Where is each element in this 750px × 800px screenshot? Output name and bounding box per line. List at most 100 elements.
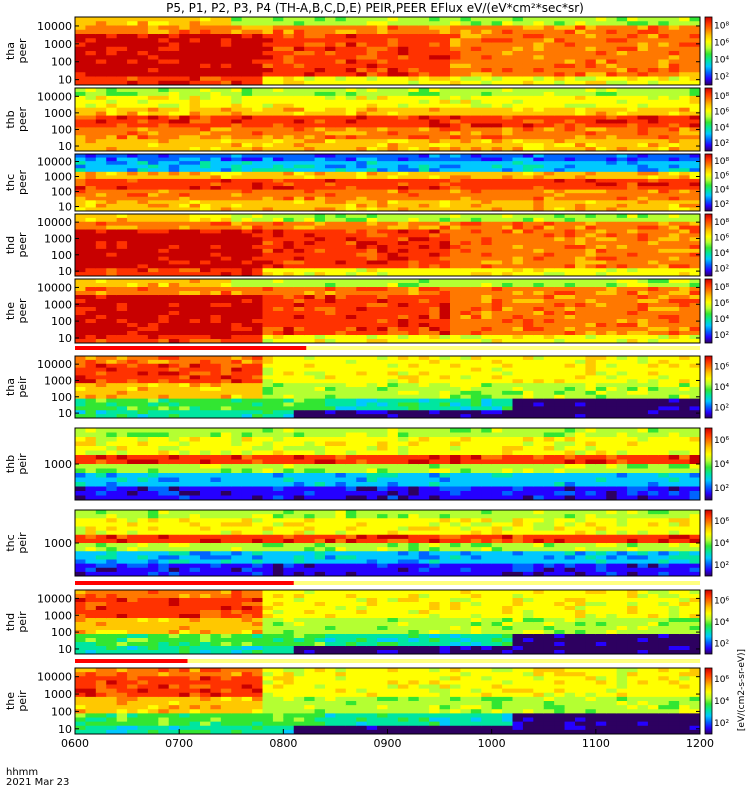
spectrogram-cell [314, 221, 326, 227]
spectrogram-cell [397, 80, 409, 85]
spectrogram-cell [325, 135, 337, 140]
spectrogram-cell [95, 335, 107, 340]
spectrogram-cell [366, 80, 378, 85]
spectrogram-cell [502, 99, 514, 105]
spectrogram-cell [85, 207, 97, 211]
spectrogram-cell [366, 164, 378, 169]
spectrogram-cell [231, 139, 243, 144]
spectrogram-cell [158, 131, 170, 136]
spectrogram-cell [106, 135, 118, 140]
spectrogram-cell [377, 139, 389, 144]
spectrogram-cell [502, 168, 514, 173]
spectrogram-cell [616, 331, 628, 336]
spectrogram-cell [387, 189, 399, 194]
spectrogram-cell [189, 279, 201, 284]
spectrogram-cell [408, 127, 420, 132]
spectrogram-cell [304, 25, 316, 31]
spectrogram-cell [606, 207, 618, 211]
spectrogram-cell [262, 147, 274, 151]
spectrogram-cell [689, 115, 700, 121]
spectrogram-cell [616, 233, 628, 238]
spectrogram-cell [283, 46, 295, 52]
spectrogram-cell [543, 147, 555, 151]
spectrogram-cell [179, 207, 191, 211]
spectrogram-cell [439, 25, 451, 31]
spectrogram-cell [75, 91, 87, 97]
spectrogram-cell [179, 72, 191, 78]
spectrogram-cell [116, 127, 128, 132]
spectrogram-cell [272, 139, 284, 144]
spectrogram-cell [252, 171, 264, 176]
spectrogram-cell [304, 260, 316, 265]
spectrogram-cell [668, 68, 680, 73]
spectrogram-cell [304, 214, 316, 219]
spectrogram-cell [533, 323, 545, 328]
panel-label: thc [4, 174, 17, 191]
spectrogram-cell [189, 34, 201, 39]
spectrogram-cell [387, 311, 399, 316]
spectrogram-cell [637, 34, 649, 39]
spectrogram-cell [262, 99, 274, 105]
spectrogram-cell [356, 76, 368, 82]
spectrogram-cell [606, 161, 618, 166]
spectrogram-cell [116, 311, 128, 316]
spectrogram-cell [179, 46, 191, 52]
spectrogram-cell [595, 279, 607, 284]
spectrogram-cell [543, 143, 555, 148]
spectrogram-cell [627, 252, 639, 258]
spectrogram-cell [679, 323, 691, 328]
spectrogram-cell [106, 394, 118, 400]
spectrogram-cell [543, 256, 555, 262]
spectrogram-cell [179, 214, 191, 219]
spectrogram-cell [366, 214, 378, 219]
spectrogram-cell [564, 63, 576, 69]
spectrogram-cell [189, 168, 201, 173]
spectrogram-cell [564, 119, 576, 125]
spectrogram-cell [397, 68, 409, 73]
spectrogram-cell [293, 182, 305, 187]
spectrogram-cell [262, 175, 274, 180]
spectrogram-cell [481, 72, 493, 78]
spectrogram-cell [335, 189, 347, 194]
spectrogram-cell [595, 256, 607, 262]
spectrogram-cell [418, 264, 430, 269]
spectrogram-cell [595, 307, 607, 312]
spectrogram-cell [210, 319, 222, 324]
spectrogram-cell [470, 72, 482, 78]
spectrogram-cell [179, 291, 191, 296]
spectrogram-cell [116, 171, 128, 176]
spectrogram-cell [356, 221, 368, 227]
spectrogram-cell [397, 25, 409, 31]
spectrogram-cell [481, 55, 493, 61]
spectrogram-cell [168, 233, 180, 238]
spectrogram-cell [106, 111, 118, 117]
spectrogram-cell [210, 295, 222, 300]
spectrogram-cell [491, 139, 503, 144]
spectrogram-cell [356, 241, 368, 246]
spectrogram-cell [262, 131, 274, 136]
spectrogram-cell [231, 91, 243, 97]
spectrogram-cell [147, 91, 159, 97]
spectrogram-cell [408, 42, 420, 48]
spectrogram-cell [168, 315, 180, 320]
spectrogram-cell [397, 299, 409, 304]
spectrogram-cell [377, 164, 389, 169]
spectrogram-cell [210, 241, 222, 246]
spectrogram-cell [543, 315, 555, 320]
spectrogram-cell [658, 315, 670, 320]
spectrogram-cell [606, 115, 618, 121]
spectrogram-cell [470, 55, 482, 61]
spectrogram-cell [408, 323, 420, 328]
spectrogram-cell [575, 225, 587, 231]
spectrogram-cell [262, 339, 274, 343]
spectrogram-cell [106, 371, 118, 376]
spectrogram-cell [200, 283, 212, 288]
spectrogram-cell [408, 339, 420, 343]
spectrogram-cell [200, 241, 212, 246]
spectrogram-cell [564, 91, 576, 97]
spectrogram-cell [345, 264, 357, 269]
spectrogram-cell [314, 207, 326, 211]
spectrogram-cell [220, 260, 232, 265]
spectrogram-cell [637, 17, 649, 22]
spectrogram-cell [168, 29, 180, 35]
